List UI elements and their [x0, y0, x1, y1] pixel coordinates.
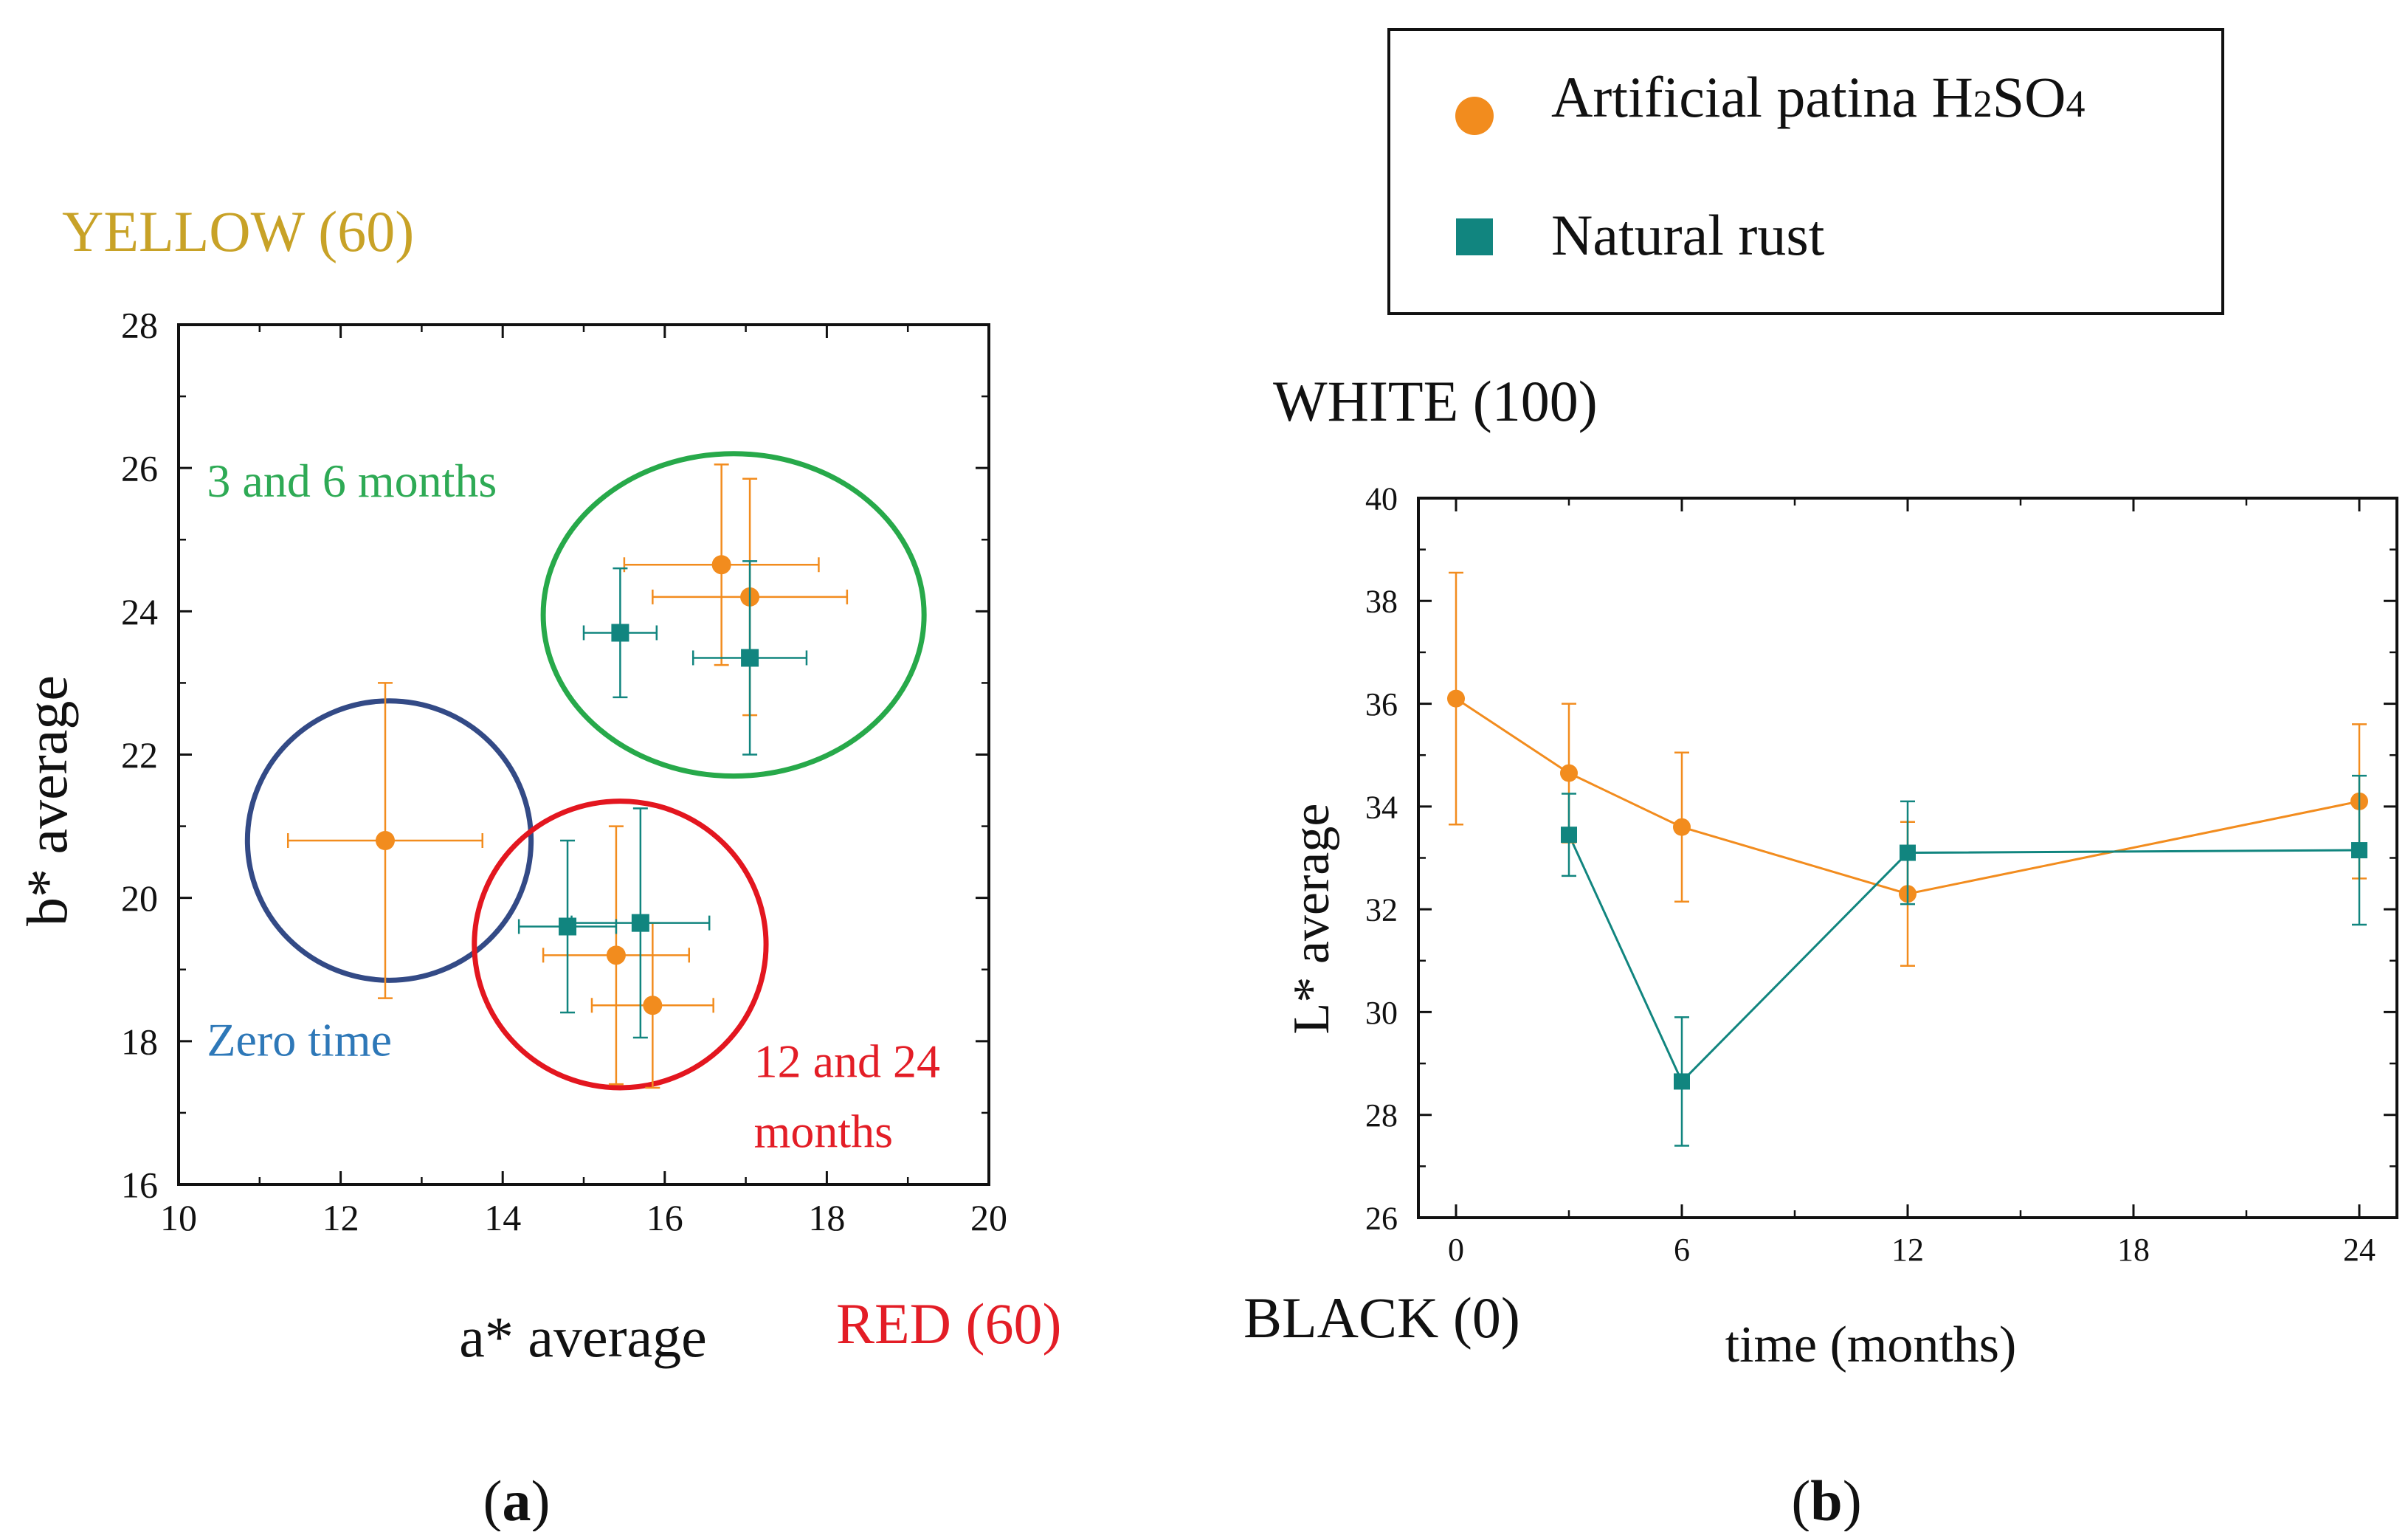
x-tick-label: 18 — [808, 1197, 845, 1238]
b-s0-p2-marker — [1673, 818, 1691, 836]
y-axis-label-a: b* average — [15, 675, 79, 926]
b-s1-p1-marker — [1674, 1073, 1690, 1090]
legend: Artificial patina H2SO4 Natural rust — [1387, 28, 2224, 315]
plot-area-b: 0 6 12 18 24 26 28 30 32 34 36 38 40 — [1365, 480, 2398, 1268]
panel-caption-b: (b) — [1791, 1469, 1861, 1531]
white-axis-annotation: WHITE (100) — [1273, 369, 1598, 433]
y-tick-label: 32 — [1365, 892, 1398, 928]
plot-area-a: 10 12 14 16 18 20 16 18 20 22 24 26 28 Zero time 3 and… — [121, 305, 1007, 1239]
a-s0-p0-marker — [375, 831, 395, 850]
group-label-2: months — [754, 1105, 893, 1157]
x-tick-label: 24 — [2343, 1232, 2376, 1268]
a-s1-p3-marker — [631, 914, 649, 932]
y-tick-label: 40 — [1365, 480, 1398, 517]
group-circle-0 — [244, 698, 534, 983]
y-tick-label: 28 — [121, 305, 158, 346]
x-tick-label: 0 — [1448, 1232, 1464, 1268]
y-tick-label: 24 — [121, 591, 158, 632]
x-axis-label-b: time (months) — [1725, 1317, 2017, 1373]
legend-marker-natural-rust — [1456, 218, 1493, 255]
y-axis-label-b: L* average — [1283, 804, 1340, 1035]
y-tick-label: 36 — [1365, 686, 1398, 722]
y-tick-label: 18 — [121, 1021, 158, 1062]
y-tick-label: 30 — [1365, 995, 1398, 1031]
group-label-1: 3 and 6 months — [207, 455, 497, 507]
a-s1-p1-marker — [741, 649, 759, 667]
x-tick-label: 16 — [646, 1197, 683, 1238]
y-tick-label: 16 — [121, 1165, 158, 1206]
a-s1-p2-marker — [559, 917, 577, 936]
legend-marker-artificial-patina — [1455, 97, 1494, 135]
black-axis-annotation: BLACK (0) — [1243, 1286, 1520, 1350]
y-tick-label: 20 — [121, 877, 158, 919]
legend-label-artificial-patina: Artificial patina H2SO4 — [1551, 65, 2086, 129]
group-label-0: Zero time — [207, 1013, 392, 1066]
b-s0-p1-marker — [1560, 764, 1578, 782]
a-s0-p1-marker — [711, 555, 731, 575]
group-circle-1 — [540, 451, 927, 779]
panel-b: WHITE (100) BLACK (0) time (months) L* a… — [1243, 369, 2398, 1373]
b-s1-p3-marker — [2351, 842, 2367, 859]
b-s0-p0-marker — [1447, 689, 1465, 708]
yellow-axis-annotation: YELLOW (60) — [62, 199, 414, 263]
y-tick-label: 22 — [121, 734, 158, 776]
x-tick-label: 10 — [160, 1197, 197, 1238]
b-s1-p2-marker — [1900, 844, 1916, 861]
a-s0-p3-marker — [606, 945, 626, 965]
red-axis-annotation: RED (60) — [836, 1291, 1061, 1356]
y-tick-label: 28 — [1365, 1097, 1398, 1134]
group-circle-2 — [472, 798, 769, 1091]
b-s1-p0-marker — [1561, 827, 1577, 844]
legend-frame — [1387, 28, 2224, 315]
x-tick-label: 12 — [1891, 1232, 1924, 1268]
a-s1-p0-marker — [611, 624, 629, 642]
b-series-line-1 — [1567, 834, 2360, 1084]
y-tick-label: 26 — [1365, 1200, 1398, 1236]
y-tick-label: 34 — [1365, 789, 1398, 825]
group-label-2: 12 and 24 — [754, 1035, 940, 1087]
legend-label-natural-rust: Natural rust — [1551, 203, 1825, 267]
y-tick-label: 26 — [121, 448, 158, 489]
x-tick-label: 20 — [970, 1197, 1007, 1238]
x-axis-label-a: a* average — [459, 1305, 707, 1369]
panel-caption-a: (a) — [483, 1469, 551, 1531]
x-tick-label: 14 — [484, 1197, 521, 1238]
x-tick-label: 6 — [1674, 1232, 1690, 1268]
x-tick-label: 18 — [2117, 1232, 2150, 1268]
x-tick-label: 12 — [322, 1197, 359, 1238]
a-s0-p4-marker — [643, 996, 663, 1015]
y-tick-label: 38 — [1365, 584, 1398, 620]
panel-a: YELLOW (60) RED (60) a* average b* avera… — [15, 199, 1061, 1369]
